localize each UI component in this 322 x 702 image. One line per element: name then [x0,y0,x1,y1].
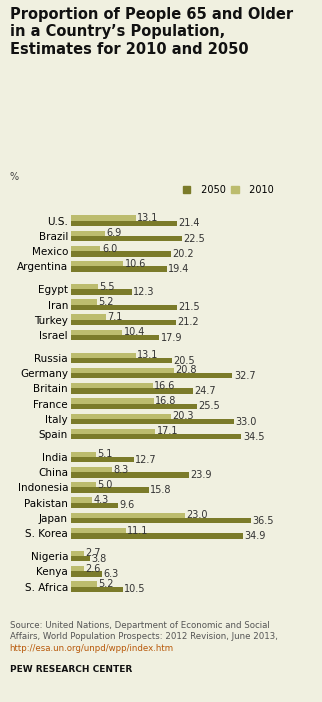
Bar [71,404,197,409]
Text: 36.5: 36.5 [253,516,274,526]
Bar [71,472,189,477]
Text: 6.3: 6.3 [103,569,119,579]
Text: 17.1: 17.1 [157,427,178,437]
Bar [71,551,84,556]
Bar [71,571,102,576]
Bar [71,358,172,363]
Bar [71,236,182,241]
Text: http://esa.un.org/unpd/wpp/index.htm: http://esa.un.org/unpd/wpp/index.htm [10,644,174,653]
Bar [71,434,242,439]
Text: 4.3: 4.3 [94,495,109,505]
Text: 11.1: 11.1 [127,526,148,536]
Bar [71,429,155,434]
Bar [71,305,177,310]
Text: 7.1: 7.1 [108,312,123,322]
Text: 2.7: 2.7 [86,548,101,558]
Text: 22.5: 22.5 [184,234,205,244]
Bar [71,216,136,220]
Bar [71,320,175,325]
Text: 5.2: 5.2 [98,297,114,307]
Text: 8.3: 8.3 [113,465,128,475]
Text: PEW RESEARCH CENTER: PEW RESEARCH CENTER [10,665,132,675]
Bar [71,518,251,523]
Text: 6.0: 6.0 [102,244,117,253]
Bar [71,246,100,251]
Text: 10.6: 10.6 [125,259,146,269]
Bar [71,487,149,493]
Text: 20.5: 20.5 [174,356,195,366]
Bar [71,220,176,226]
Text: 12.3: 12.3 [133,287,155,297]
Text: 6.9: 6.9 [107,228,122,238]
Bar [71,566,84,571]
Bar [71,581,97,587]
Text: 33.0: 33.0 [235,416,257,427]
Bar [71,388,193,394]
Text: 2.6: 2.6 [85,564,100,574]
Text: 9.6: 9.6 [120,501,135,510]
Text: 5.0: 5.0 [97,480,112,490]
Bar [71,528,126,534]
Bar [71,498,92,503]
Bar [71,267,167,272]
Bar [71,413,171,419]
Text: 10.5: 10.5 [124,584,146,595]
Bar [71,419,234,424]
Text: 5.5: 5.5 [99,282,115,291]
Text: 10.4: 10.4 [124,327,145,338]
Text: 13.1: 13.1 [137,213,158,223]
Bar [71,587,123,592]
Bar [71,457,134,463]
Bar [71,289,132,295]
Bar [71,284,98,289]
Text: 17.9: 17.9 [161,333,182,343]
Text: 21.4: 21.4 [178,218,200,228]
Bar [71,512,185,518]
Bar [71,314,106,320]
Text: 19.4: 19.4 [168,264,190,274]
Bar [71,368,174,373]
Legend:  2050,  2010: 2050, 2010 [183,185,274,195]
Bar [71,383,153,388]
Text: 20.2: 20.2 [172,249,194,259]
Text: 23.9: 23.9 [190,470,212,480]
Bar [71,534,243,538]
Bar [71,251,171,256]
Bar [71,503,118,508]
Text: 32.7: 32.7 [234,371,256,380]
Text: 25.5: 25.5 [198,402,220,411]
Bar [71,299,97,305]
Bar [71,335,159,340]
Bar [71,467,112,472]
Text: 3.8: 3.8 [91,554,106,564]
Text: 20.8: 20.8 [175,366,197,376]
Text: 15.8: 15.8 [150,485,172,495]
Bar [71,373,232,378]
Text: 5.2: 5.2 [98,579,114,589]
Text: 24.7: 24.7 [194,386,216,396]
Bar [71,352,136,358]
Bar [71,482,96,487]
Text: Proportion of People 65 and Older
in a Country’s Population,
Estimates for 2010 : Proportion of People 65 and Older in a C… [10,7,293,57]
Bar [71,451,96,457]
Bar [71,330,122,335]
Bar [71,398,154,404]
Bar [71,261,123,267]
Text: 16.6: 16.6 [154,380,176,391]
Text: 13.1: 13.1 [137,350,158,360]
Bar [71,231,105,236]
Text: 34.9: 34.9 [245,531,266,541]
Text: 12.7: 12.7 [135,455,157,465]
Text: 20.3: 20.3 [173,411,194,421]
Text: 34.5: 34.5 [243,432,264,442]
Text: 21.5: 21.5 [179,303,200,312]
Text: 16.8: 16.8 [155,396,177,406]
Text: 5.1: 5.1 [98,449,113,459]
Text: Source: United Nations, Department of Economic and Social
Affairs, World Populat: Source: United Nations, Department of Ec… [10,621,278,641]
Bar [71,556,90,562]
Text: %: % [10,172,19,182]
Text: 23.0: 23.0 [186,510,207,520]
Text: 21.2: 21.2 [177,317,199,327]
